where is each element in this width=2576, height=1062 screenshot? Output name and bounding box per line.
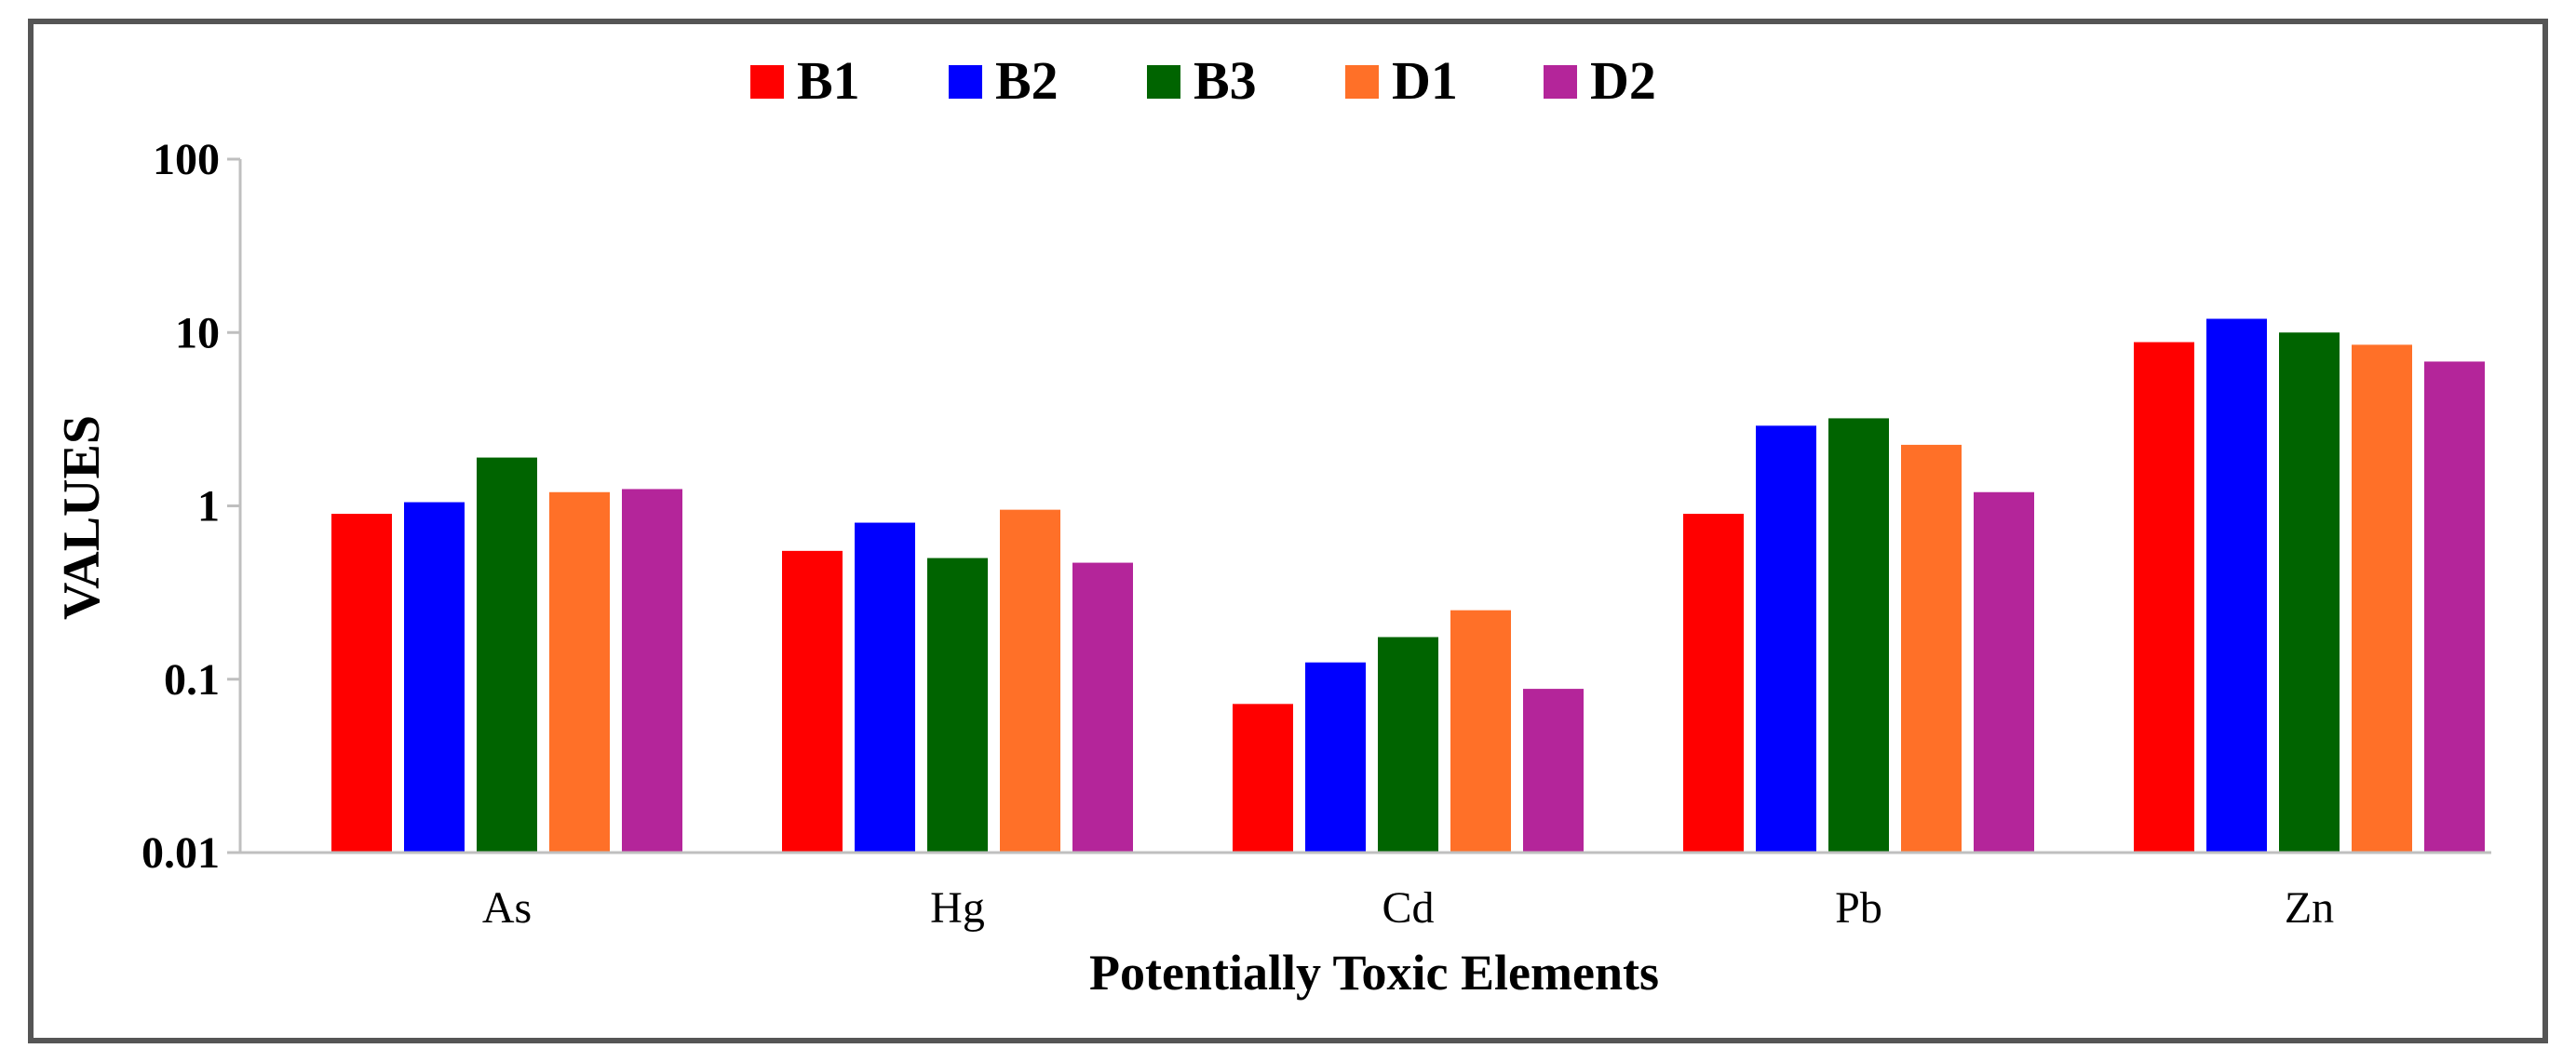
legend-swatch-d2 [1544,65,1577,99]
x-axis: As Hg Cd Pb Zn [240,851,2491,933]
bar-d1-zn [2352,344,2412,853]
chart-frame: B1 B2 B3 D1 D2 0.01 0.1 1 10 100 As Hg Cd Pb Zn VALU… [28,19,2548,1043]
bars [331,318,2485,854]
bar-d2-zn [2424,361,2485,854]
legend-label-b3: B3 [1194,50,1257,111]
legend-swatch-b1 [750,65,784,99]
bar-b3-as [477,457,537,853]
bar-d1-as [549,491,610,853]
y-tick-label: 0.1 [164,655,220,705]
bar-b2-cd [1305,662,1366,853]
y-axis-label: VALUES [53,415,111,620]
x-tick-label: Pb [1835,883,1882,933]
bar-b3-zn [2279,332,2340,853]
legend-swatch-d1 [1345,65,1379,99]
bar-b1-hg [782,550,843,853]
bar-b1-pb [1683,514,1744,853]
legend-label-d1: D1 [1392,50,1458,111]
bar-b3-pb [1828,418,1889,853]
y-axis: 0.01 0.1 1 10 100 [142,135,242,878]
bar-b1-as [331,514,392,853]
bar-d1-cd [1450,610,1511,853]
legend-label-d2: D2 [1590,50,1656,111]
bar-b1-cd [1233,704,1293,853]
bar-chart: B1 B2 B3 D1 D2 0.01 0.1 1 10 100 As Hg Cd Pb Zn VALU… [53,50,2491,1001]
x-axis-label: Potentially Toxic Elements [1089,945,1659,1001]
y-tick-label: 100 [153,135,220,184]
legend-label-b1: B1 [797,50,860,111]
bar-b2-as [404,502,465,853]
bar-b3-hg [927,558,988,853]
bar-d1-pb [1901,444,1962,853]
legend-swatch-b2 [949,65,982,99]
bar-b1-zn [2134,342,2194,853]
legend: B1 B2 B3 D1 D2 [750,50,1656,111]
bar-d1-hg [1000,509,1060,853]
bar-b2-pb [1756,425,1816,853]
bar-d2-cd [1523,689,1584,853]
x-tick-label: Cd [1382,883,1434,933]
y-tick-label: 0.01 [142,828,220,878]
x-tick-label: Zn [2285,883,2334,933]
bar-d2-pb [1974,491,2034,853]
x-tick-label: As [482,883,532,933]
y-tick-label: 1 [197,482,220,531]
bar-b3-cd [1378,637,1438,853]
bar-d2-hg [1072,562,1133,853]
legend-swatch-b3 [1147,65,1180,99]
bar-b2-hg [855,522,915,853]
x-tick-label: Hg [930,883,985,933]
bar-d2-as [622,489,682,853]
y-tick-label: 10 [175,308,220,357]
legend-label-b2: B2 [995,50,1059,111]
bar-b2-zn [2206,318,2267,853]
